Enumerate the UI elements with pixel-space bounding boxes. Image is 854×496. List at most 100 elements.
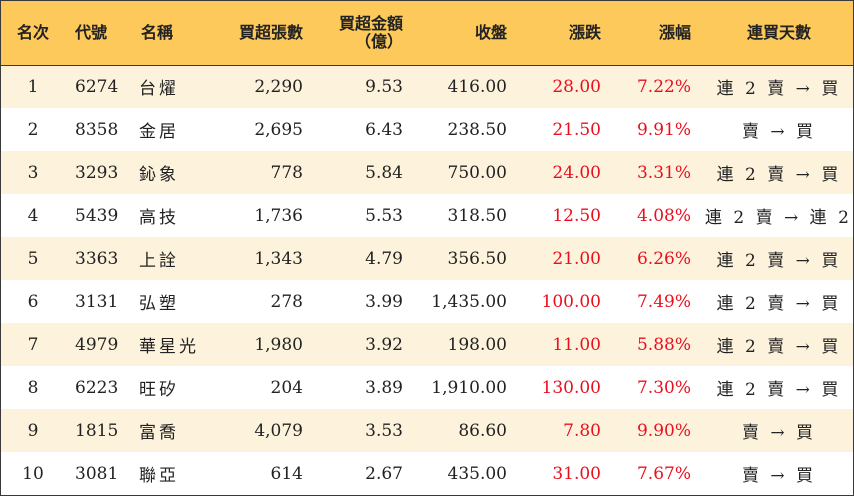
code-cell: 6274 xyxy=(75,76,119,97)
close-cell: 416.00 xyxy=(447,76,507,97)
change-pct-cell: 7.49% xyxy=(636,291,691,312)
code-cell: 1815 xyxy=(75,420,119,441)
table-row: 6 3131 弘塑 278 3.99 1,435.00 100.00 7.49%… xyxy=(1,280,853,323)
close-cell: 435.00 xyxy=(447,463,507,484)
lots-cell: 2,290 xyxy=(254,76,303,97)
rank-cell: 10 xyxy=(22,463,44,484)
change-pct-cell: 7.22% xyxy=(636,76,691,97)
amount-cell: 3.53 xyxy=(365,420,403,441)
amount-cell: 6.43 xyxy=(365,119,403,140)
consecutive-days-cell: 連 2 賣 → 買 xyxy=(716,165,842,185)
rank-cell: 7 xyxy=(27,334,39,355)
change-pct-cell: 3.31% xyxy=(636,162,691,183)
amount-cell: 5.84 xyxy=(365,162,403,183)
rank-cell: 3 xyxy=(27,162,39,183)
lots-cell: 1,736 xyxy=(254,205,303,226)
table-row: 9 1815 富喬 4,079 3.53 86.60 7.80 9.90% 賣 … xyxy=(1,409,853,452)
close-cell: 1,910.00 xyxy=(431,377,507,398)
rank-cell: 2 xyxy=(27,119,39,140)
consecutive-days-cell: 連 2 賣 → 買 xyxy=(716,380,842,400)
table-row: 8 6223 旺矽 204 3.89 1,910.00 130.00 7.30%… xyxy=(1,366,853,409)
code-cell: 3363 xyxy=(75,248,119,269)
change-cell: 31.00 xyxy=(552,463,601,484)
table-row: 10 3081 聯亞 614 2.67 435.00 31.00 7.67% 賣… xyxy=(1,452,853,495)
name-cell: 鈊象 xyxy=(139,165,179,185)
rank-cell: 5 xyxy=(27,248,39,269)
header-consecutive-days: 連買天數 xyxy=(705,1,853,66)
header-net-buy-amount-line1: 買超金額 xyxy=(338,13,403,33)
change-cell: 28.00 xyxy=(552,76,601,97)
amount-cell: 9.53 xyxy=(365,76,403,97)
table-row: 3 3293 鈊象 778 5.84 750.00 24.00 3.31% 連 … xyxy=(1,151,853,194)
code-cell: 3081 xyxy=(75,463,119,484)
change-cell: 130.00 xyxy=(541,377,601,398)
amount-cell: 4.79 xyxy=(365,248,403,269)
change-cell: 7.80 xyxy=(563,420,601,441)
change-pct-cell: 4.08% xyxy=(636,205,691,226)
rank-cell: 1 xyxy=(27,76,39,97)
header-code: 代號 xyxy=(65,1,131,66)
change-cell: 100.00 xyxy=(541,291,601,312)
consecutive-days-cell: 連 2 賣 → 買 xyxy=(716,337,842,357)
header-rank: 名次 xyxy=(1,1,65,66)
close-cell: 1,435.00 xyxy=(431,291,507,312)
amount-cell: 3.92 xyxy=(365,334,403,355)
change-cell: 24.00 xyxy=(552,162,601,183)
lots-cell: 4,079 xyxy=(254,420,303,441)
change-pct-cell: 7.30% xyxy=(636,377,691,398)
amount-cell: 3.99 xyxy=(365,291,403,312)
header-close: 收盤 xyxy=(417,1,521,66)
code-cell: 4979 xyxy=(75,334,119,355)
consecutive-days-cell: 連 2 賣 → 買 xyxy=(716,79,842,100)
close-cell: 318.50 xyxy=(447,205,507,226)
close-cell: 750.00 xyxy=(447,162,507,183)
consecutive-days-cell: 連 2 賣 → 買 xyxy=(716,251,842,271)
change-cell: 11.00 xyxy=(552,334,601,355)
lots-cell: 1,343 xyxy=(254,248,303,269)
lots-cell: 1,980 xyxy=(254,334,303,355)
name-cell: 弘塑 xyxy=(139,294,179,314)
table-row: 4 5439 高技 1,736 5.53 318.50 12.50 4.08% … xyxy=(1,194,854,237)
amount-cell: 2.67 xyxy=(365,463,403,484)
header-net-buy-amount: 買超金額 （億） xyxy=(317,1,417,66)
code-cell: 6223 xyxy=(75,377,119,398)
header-change: 漲跌 xyxy=(521,1,615,66)
table-body: 1 6274 台燿 2,290 9.53 416.00 28.00 7.22% … xyxy=(1,65,854,495)
name-cell: 金居 xyxy=(139,122,179,142)
header-name: 名稱 xyxy=(131,1,221,66)
code-cell: 5439 xyxy=(75,205,119,226)
name-cell: 上詮 xyxy=(139,251,179,271)
consecutive-days-cell: 連 2 賣 → 買 xyxy=(716,294,842,314)
table-row: 5 3363 上詮 1,343 4.79 356.50 21.00 6.26% … xyxy=(1,237,853,280)
consecutive-days-cell: 賣 → 買 xyxy=(741,122,817,142)
change-pct-cell: 5.88% xyxy=(636,334,691,355)
header-net-buy-amount-line2: （億） xyxy=(354,31,403,51)
close-cell: 86.60 xyxy=(458,420,507,441)
header-net-buy-lots: 買超張數 xyxy=(221,1,317,66)
change-pct-cell: 7.67% xyxy=(636,463,691,484)
name-cell: 華星光 xyxy=(139,337,199,357)
lots-cell: 614 xyxy=(270,463,303,484)
code-cell: 3131 xyxy=(75,291,119,312)
name-cell: 聯亞 xyxy=(139,466,179,486)
amount-cell: 5.53 xyxy=(365,205,403,226)
name-cell: 旺矽 xyxy=(139,380,179,400)
table-row: 2 8358 金居 2,695 6.43 238.50 21.50 9.91% … xyxy=(1,108,853,151)
table-header: 名次 代號 名稱 買超張數 買超金額 （億） 收盤 漲跌 漲幅 連買天數 xyxy=(1,1,853,66)
lots-cell: 278 xyxy=(270,291,303,312)
code-cell: 3293 xyxy=(75,162,119,183)
rank-cell: 8 xyxy=(27,377,39,398)
table-row: 1 6274 台燿 2,290 9.53 416.00 28.00 7.22% … xyxy=(1,65,853,108)
change-pct-cell: 9.90% xyxy=(636,420,691,441)
name-cell: 高技 xyxy=(139,208,179,228)
consecutive-days-cell: 連 2 賣 → 連 2 買 xyxy=(705,208,854,228)
header-row: 名次 代號 名稱 買超張數 買超金額 （億） 收盤 漲跌 漲幅 連買天數 xyxy=(1,1,853,66)
change-cell: 12.50 xyxy=(552,205,601,226)
name-cell: 富喬 xyxy=(139,423,179,443)
consecutive-days-cell: 賣 → 買 xyxy=(741,466,817,486)
rank-cell: 9 xyxy=(27,420,39,441)
rank-cell: 6 xyxy=(27,291,39,312)
lots-cell: 778 xyxy=(270,162,303,183)
